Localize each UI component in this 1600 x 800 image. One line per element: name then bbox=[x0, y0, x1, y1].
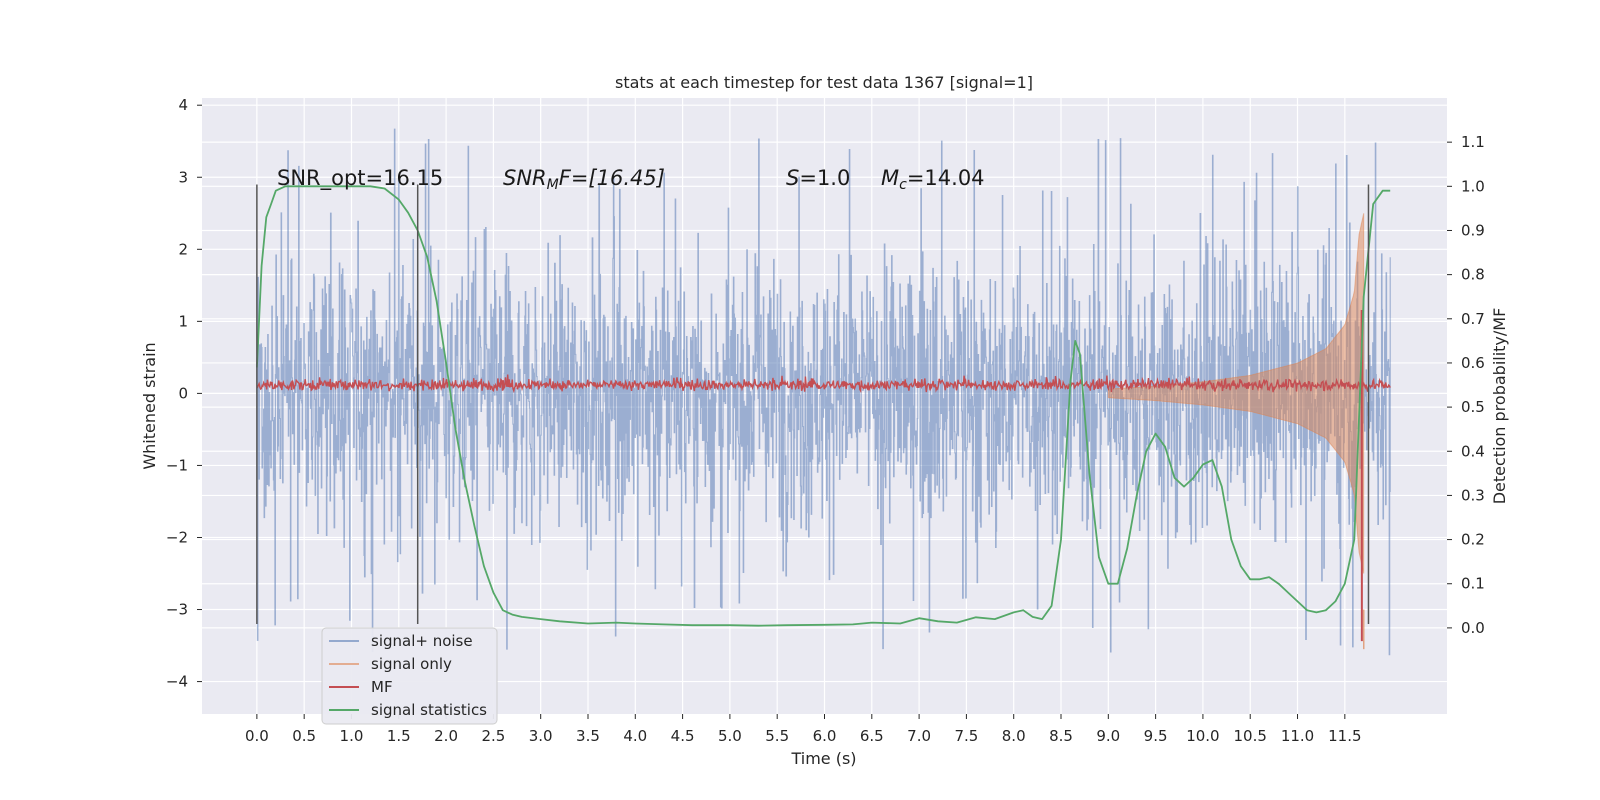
x-tick-label: 4.0 bbox=[623, 727, 647, 745]
y-tick-label-right: 0.4 bbox=[1461, 442, 1485, 460]
annotation-mc-sub: c bbox=[899, 177, 907, 193]
chart-title: stats at each timestep for test data 136… bbox=[615, 73, 1033, 92]
x-tick-label: 3.0 bbox=[529, 727, 553, 745]
annotation-snr-mf-pre: SNR bbox=[503, 166, 547, 190]
x-tick-label: 9.0 bbox=[1096, 727, 1120, 745]
y-tick-label-left: 0 bbox=[178, 384, 188, 402]
x-tick-label: 0.0 bbox=[245, 727, 269, 745]
y-tick-label-right: 0.6 bbox=[1461, 354, 1485, 372]
y-tick-label-right: 0.3 bbox=[1461, 486, 1485, 504]
x-tick-label: 5.5 bbox=[765, 727, 789, 745]
y-tick-label-right: 0.7 bbox=[1461, 310, 1485, 328]
x-axis-label: Time (s) bbox=[790, 749, 856, 768]
x-tick-label: 7.0 bbox=[907, 727, 931, 745]
x-tick-label: 2.0 bbox=[434, 727, 458, 745]
annotation-snr-mf-post: F=[16.45] bbox=[559, 166, 665, 190]
x-tick-label: 8.0 bbox=[1002, 727, 1026, 745]
legend-label-signal-only: signal only bbox=[371, 655, 452, 673]
annotation-snr-mf: SNRMF=[16.45] bbox=[503, 166, 665, 193]
legend-label-signal-statistics: signal statistics bbox=[371, 701, 487, 719]
annotation-snr-mf-sub: M bbox=[547, 177, 559, 193]
y-tick-label-left: 4 bbox=[178, 96, 188, 114]
legend-label-signal-noise: signal+ noise bbox=[371, 632, 473, 650]
y-tick-label-right: 0.9 bbox=[1461, 221, 1485, 239]
x-tick-label: 2.5 bbox=[481, 727, 505, 745]
series-signal-only-envelope bbox=[1107, 213, 1365, 574]
y-tick-label-left: −3 bbox=[166, 601, 188, 619]
annotations: SNR_opt=16.15 SNRMF=[16.45] S=1.0 Mc=14.… bbox=[277, 166, 985, 193]
series-layer bbox=[256, 128, 1391, 656]
legend: signal+ noise signal only MF signal stat… bbox=[321, 627, 498, 725]
y-tick-label-left: −2 bbox=[166, 528, 188, 546]
x-tick-label: 3.5 bbox=[576, 727, 600, 745]
annotation-snr-opt: SNR_opt=16.15 bbox=[277, 166, 443, 191]
x-tick-label: 6.5 bbox=[860, 727, 884, 745]
x-tick-label: 10.0 bbox=[1186, 727, 1219, 745]
y-tick-label-right: 0.0 bbox=[1461, 619, 1485, 637]
x-tick-label: 4.5 bbox=[671, 727, 695, 745]
x-tick-label: 7.5 bbox=[954, 727, 978, 745]
y-axis-label-left: Whitened strain bbox=[140, 342, 159, 469]
x-tick-label: 8.5 bbox=[1049, 727, 1073, 745]
y-tick-label-left: 3 bbox=[178, 168, 188, 186]
x-tick-label: 5.0 bbox=[718, 727, 742, 745]
x-tick-label: 9.5 bbox=[1144, 727, 1168, 745]
legend-label-mf: MF bbox=[371, 678, 393, 696]
x-tick-label: 6.0 bbox=[813, 727, 837, 745]
series-signal-statistics-line bbox=[256, 185, 1391, 627]
axis-ticks: 0.0 0.5 1.0 1.5 2.0 2.5 3.0 3.5 4.0 4.5 5.0 5.5 6.0 6… bbox=[166, 96, 1485, 745]
annotation-mc-symbol: M bbox=[881, 166, 899, 190]
annotation-mc: Mc=14.04 bbox=[881, 166, 985, 193]
y-tick-label-right: 0.1 bbox=[1461, 575, 1485, 593]
x-tick-label: 1.0 bbox=[340, 727, 364, 745]
y-tick-label-left: −1 bbox=[166, 456, 188, 474]
x-tick-label: 0.5 bbox=[292, 727, 316, 745]
y-tick-label-right: 0.5 bbox=[1461, 398, 1485, 416]
vertical-markers bbox=[256, 184, 1370, 624]
x-tick-label: 1.5 bbox=[387, 727, 411, 745]
y-tick-label-right: 1.0 bbox=[1461, 177, 1485, 195]
y-tick-label-right: 0.2 bbox=[1461, 531, 1485, 549]
annotation-s-symbol: S bbox=[786, 166, 799, 190]
annotation-mc-value: =14.04 bbox=[907, 166, 985, 190]
x-tick-label: 11.5 bbox=[1328, 727, 1361, 745]
series-mf-line bbox=[256, 309, 1391, 394]
x-tick-label: 10.5 bbox=[1234, 727, 1267, 745]
legend-box bbox=[321, 627, 498, 725]
y-axis-label-right: Detection probability/MF bbox=[1490, 308, 1509, 505]
y-tick-label-right: 0.8 bbox=[1461, 266, 1485, 284]
y-tick-label-right: 1.1 bbox=[1461, 133, 1485, 151]
annotation-s-value: =1.0 bbox=[799, 166, 850, 190]
annotation-s: S=1.0 bbox=[786, 166, 850, 190]
x-tick-label: 11.0 bbox=[1281, 727, 1314, 745]
y-tick-label-left: −4 bbox=[166, 673, 188, 691]
y-tick-label-left: 2 bbox=[178, 240, 188, 258]
y-tick-label-left: 1 bbox=[178, 312, 188, 330]
